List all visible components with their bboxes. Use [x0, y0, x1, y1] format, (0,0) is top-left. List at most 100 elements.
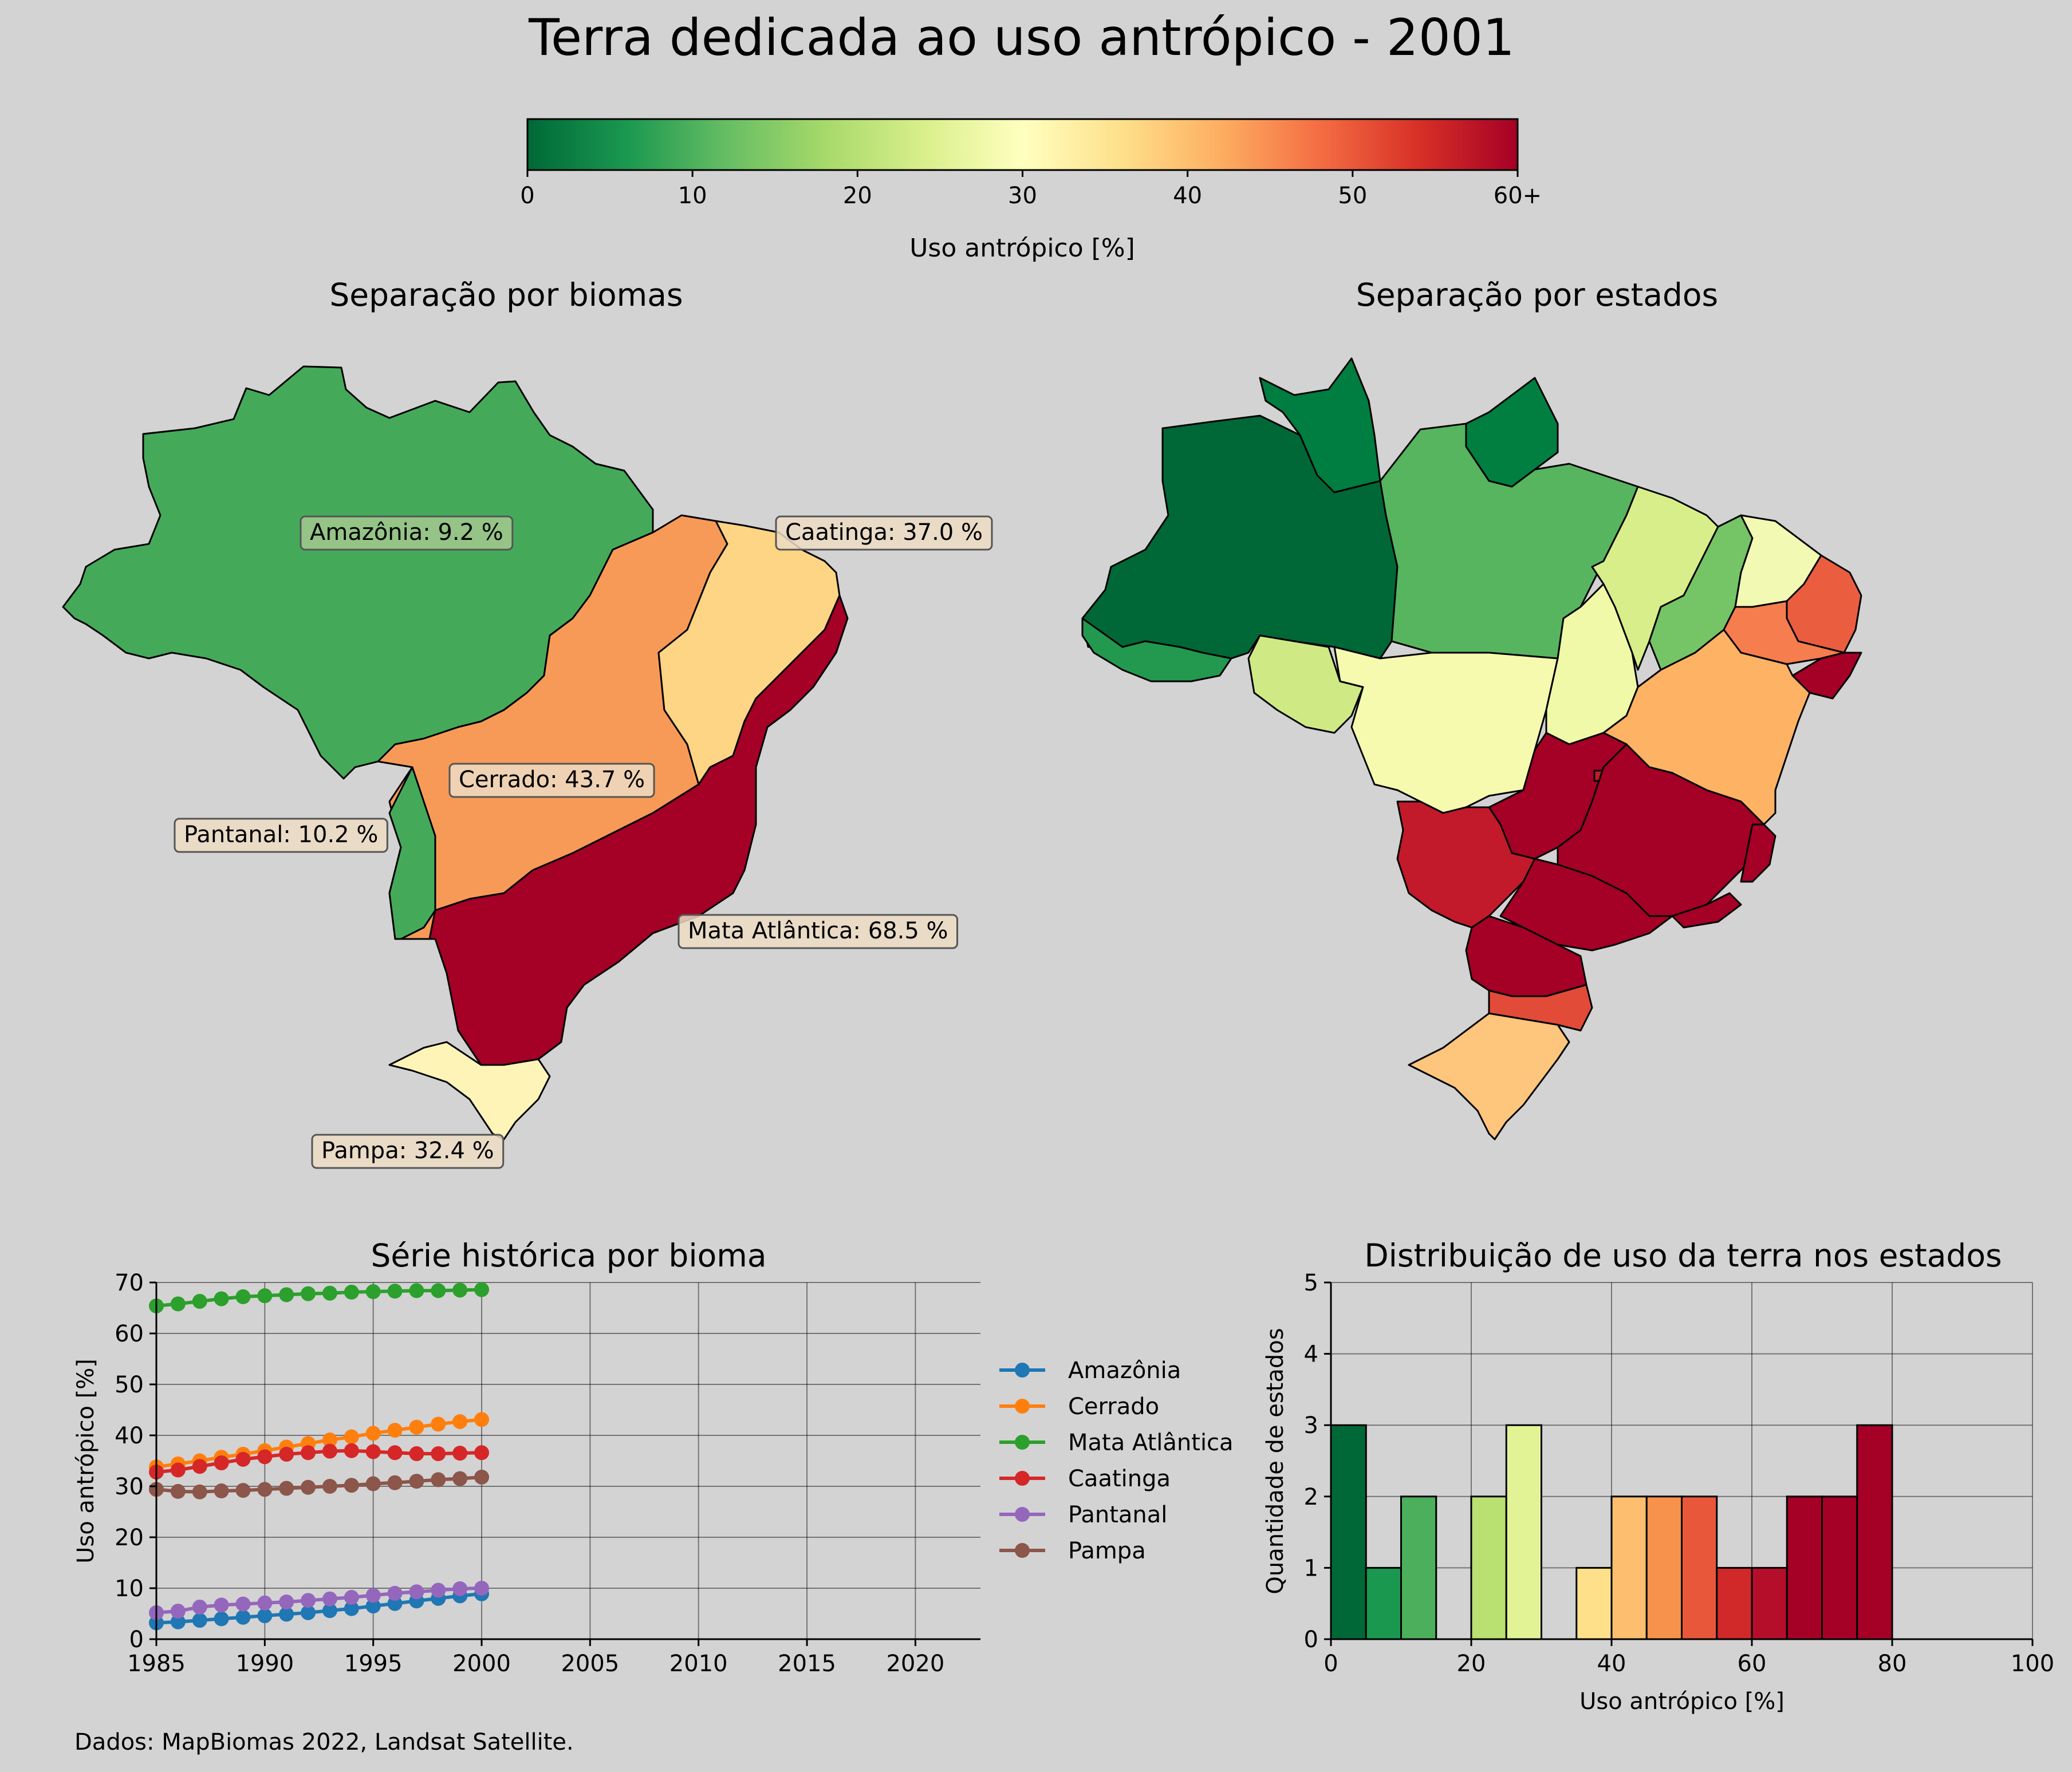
series-point	[192, 1613, 207, 1628]
series-point	[387, 1423, 403, 1438]
series-point	[344, 1478, 359, 1493]
series-point	[301, 1593, 316, 1608]
histogram-ytick-label: 3	[1304, 1412, 1318, 1439]
series-point	[365, 1599, 381, 1614]
series-point	[279, 1446, 294, 1462]
line-chart-grid	[156, 1282, 980, 1640]
state-rio-grande-do-sul	[1408, 1012, 1570, 1140]
state-acre	[1081, 617, 1232, 682]
biomes-map-title: Separação por biomas	[329, 277, 683, 313]
series-point	[322, 1443, 337, 1459]
series-point	[214, 1483, 229, 1499]
biome-label-box	[311, 1134, 505, 1169]
series-point	[192, 1459, 207, 1474]
main-title: Terra dedicada ao uso antrópico - 2001	[528, 8, 1515, 67]
histogram-xlabel: Uso antrópico [%]	[1579, 1688, 1785, 1715]
series-point	[365, 1426, 381, 1441]
histogram-ticks: 0 20 40 60 80 100 0 1 2 3 4 5	[1304, 1270, 2055, 1677]
legend-item: Amazônia	[999, 1357, 1181, 1384]
series-point	[279, 1595, 294, 1610]
series-caatinga	[149, 1443, 490, 1480]
series-point	[474, 1581, 490, 1596]
histogram-ytick-label: 1	[1304, 1555, 1318, 1581]
series-point	[214, 1291, 229, 1307]
histogram-ylabel: Quantidade de estados	[1262, 1328, 1289, 1594]
series-point	[452, 1446, 468, 1461]
series-line	[156, 1418, 482, 1469]
series-point	[170, 1462, 186, 1478]
series-point	[322, 1603, 337, 1619]
biome-label: Pantanal: 10.2 %	[174, 818, 388, 853]
series-point	[409, 1419, 424, 1435]
series-point	[431, 1283, 446, 1299]
biome-label: Pampa: 32.4 %	[311, 1134, 505, 1169]
colorbar-label: Uso antrópico [%]	[909, 234, 1135, 263]
histogram-bar	[1645, 1495, 1683, 1640]
series-point	[452, 1282, 468, 1298]
series-point	[344, 1601, 359, 1616]
biome-label: Cerrado: 43.7 %	[448, 763, 655, 798]
line-chart-xtick-label: 1990	[235, 1651, 294, 1677]
series-point	[170, 1483, 186, 1499]
series-point	[365, 1444, 381, 1459]
histogram-xtick-label: 40	[1597, 1651, 1626, 1677]
series-point	[301, 1479, 316, 1495]
biome-pampa	[388, 1041, 551, 1140]
series-point	[431, 1416, 446, 1432]
biomes-map-panel: Separação por biomas Amazônia: 9.2 % Caat…	[62, 277, 993, 1169]
colorbar-tick-label: 0	[520, 183, 534, 209]
series-point	[170, 1614, 186, 1629]
line-chart-legend: Amazônia Cerrado Mata Atlântica Caatinga Pan…	[999, 1357, 1234, 1564]
state-sao-paulo	[1499, 858, 1673, 952]
series-point	[322, 1432, 337, 1448]
biome-label-box	[677, 914, 959, 949]
histogram-bar	[1681, 1495, 1718, 1640]
series-amaz-nia	[149, 1586, 490, 1631]
series-point	[301, 1286, 316, 1301]
legend-marker	[1015, 1435, 1030, 1450]
series-point	[387, 1475, 403, 1490]
biome-label-text: Mata Atlântica: 68.5 %	[688, 918, 948, 944]
series-point	[344, 1429, 359, 1445]
histogram-xtick-label: 20	[1457, 1651, 1486, 1677]
histogram-bar	[1365, 1566, 1402, 1640]
state-mato-grosso-do-sul	[1396, 800, 1536, 929]
legend-item: Pantanal	[999, 1502, 1167, 1528]
histogram-bar	[1505, 1424, 1542, 1640]
series-line	[156, 1449, 482, 1474]
series-point	[192, 1599, 207, 1615]
legend-item: Caatinga	[999, 1466, 1171, 1492]
series-point	[322, 1591, 337, 1607]
line-chart-xtick-label: 2015	[778, 1651, 836, 1677]
series-point	[170, 1296, 186, 1312]
biome-label-text: Caatinga: 37.0 %	[785, 519, 983, 546]
histogram-bars	[1330, 1424, 1893, 1640]
series-point	[452, 1471, 468, 1486]
states-map-panel: Separação por estados	[1081, 277, 1862, 1140]
histogram-bar	[1330, 1424, 1367, 1640]
series-point	[365, 1588, 381, 1603]
histogram-bar	[1716, 1566, 1753, 1640]
biome-labels: Amazônia: 9.2 % Caatinga: 37.0 % Cerrado: …	[174, 515, 993, 1169]
series-point	[214, 1455, 229, 1471]
legend-marker	[1015, 1399, 1030, 1414]
series-point	[235, 1609, 251, 1625]
series-pampa	[149, 1469, 490, 1499]
histogram-ytick-label: 5	[1304, 1270, 1318, 1296]
histogram-bar	[1786, 1495, 1823, 1640]
legend-label: Cerrado	[1068, 1394, 1159, 1420]
histogram-panel: Distribuição de uso da terra nos estados…	[1262, 1237, 2054, 1715]
states-map	[1081, 357, 1862, 1140]
legend-marker	[1015, 1507, 1030, 1522]
line-chart-xtick-label: 2005	[561, 1651, 619, 1677]
legend-label: Caatinga	[1068, 1466, 1171, 1492]
series-point	[214, 1597, 229, 1613]
colorbar-tick-label: 30	[1008, 183, 1037, 209]
series-point	[344, 1443, 359, 1458]
biome-label: Amazônia: 9.2 %	[300, 515, 514, 551]
series-point	[235, 1451, 251, 1467]
legend-label: Pampa	[1068, 1538, 1146, 1564]
series-point	[279, 1287, 294, 1303]
histogram-ytick-label: 0	[1304, 1627, 1318, 1653]
